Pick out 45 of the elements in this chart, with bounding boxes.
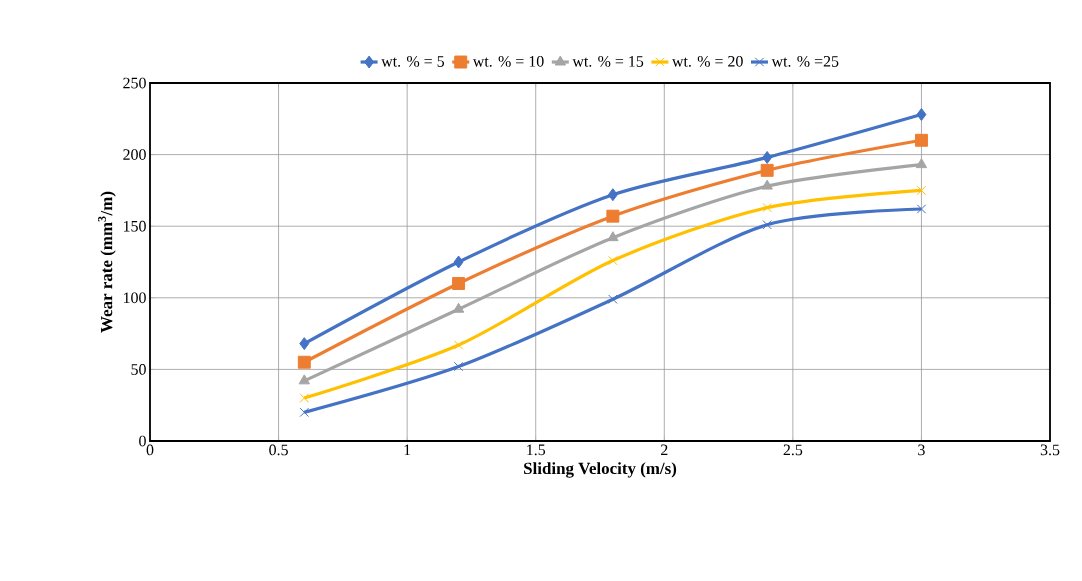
point: [453, 340, 464, 350]
point: [915, 158, 928, 169]
x-tick-label: 1.5: [527, 444, 546, 456]
point: [453, 255, 464, 269]
point: [452, 277, 466, 290]
point: [762, 202, 772, 213]
point: [760, 163, 774, 177]
legend-label: wt. % = 5: [381, 55, 445, 67]
point: [453, 361, 464, 372]
y-tick-label: 50: [131, 364, 146, 375]
x-tick-label: 3.5: [1040, 444, 1060, 456]
legend-label: wt. % = 10: [472, 55, 544, 67]
y-tick-label: 250: [123, 77, 146, 89]
point: [916, 108, 927, 121]
point: [606, 209, 620, 223]
point: [608, 294, 618, 304]
point: [299, 337, 310, 351]
point: [916, 204, 927, 214]
legend-label: wt. % = 20: [672, 55, 743, 67]
y-tick-label: 100: [123, 292, 146, 304]
x-tick-label: 0: [146, 444, 154, 456]
x-tick-label: 3: [918, 444, 925, 456]
point: [607, 188, 618, 202]
point: [608, 255, 618, 266]
point: [607, 231, 619, 242]
point: [298, 374, 310, 385]
x-tick-label: 0.5: [269, 444, 288, 456]
point: [761, 179, 773, 190]
point: [299, 407, 310, 418]
legend-label: wt. % = 15: [572, 55, 644, 67]
point: [762, 220, 772, 230]
x-axis-title: Sliding Velocity (m/s): [524, 462, 677, 478]
point: [914, 133, 928, 147]
point: [762, 150, 773, 164]
y-tick-label: 150: [123, 220, 146, 232]
point: [299, 393, 310, 403]
y-tick-label: 200: [123, 149, 146, 160]
legend-label: wt. % =25: [771, 55, 839, 67]
y-tick-label: 0: [139, 435, 146, 447]
x-tick-label: 1: [404, 444, 411, 456]
x-tick-label: 2: [661, 444, 668, 456]
point: [916, 185, 927, 196]
point: [297, 355, 311, 369]
x-tick-label: 2.5: [783, 444, 803, 456]
y-axis-title: Wear rate (mm$^{3}$/m): [98, 191, 116, 333]
